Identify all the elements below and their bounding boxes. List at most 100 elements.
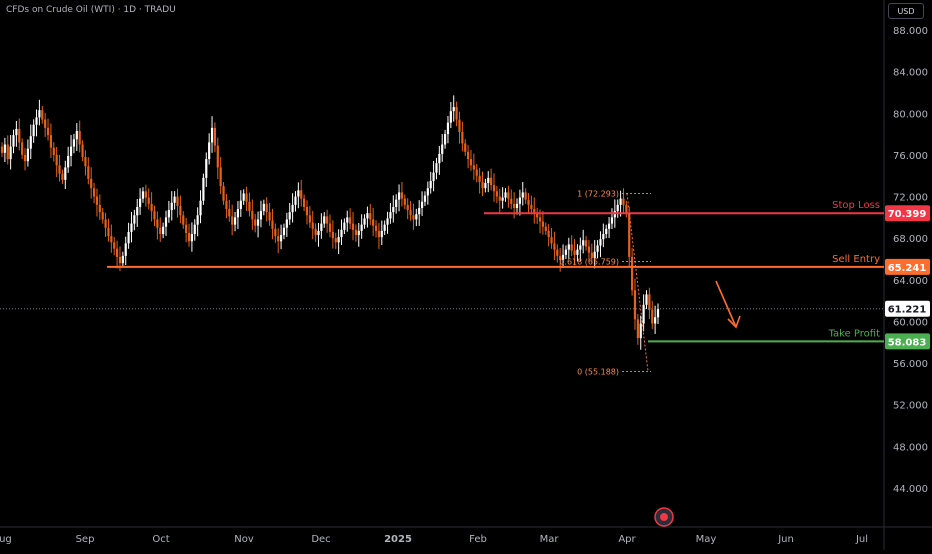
candle-body bbox=[239, 200, 242, 210]
candle-body bbox=[326, 216, 329, 224]
candle-body bbox=[409, 210, 412, 216]
price-tag-value: 70.399 bbox=[888, 209, 927, 220]
candle-body bbox=[372, 219, 375, 226]
candle-body bbox=[380, 230, 383, 238]
candle-body bbox=[67, 155, 70, 168]
candle-body bbox=[101, 212, 104, 220]
candle-body bbox=[317, 230, 320, 236]
y-tick-label: 68.000 bbox=[893, 234, 928, 245]
candle-body bbox=[305, 206, 309, 216]
candle-body bbox=[173, 196, 176, 203]
y-tick-label: 76.000 bbox=[893, 151, 928, 162]
candle-body bbox=[472, 165, 475, 170]
candle-body bbox=[622, 198, 625, 205]
candle-body bbox=[44, 119, 47, 128]
candle-body bbox=[225, 200, 228, 210]
candle-body bbox=[87, 166, 90, 179]
candle-body bbox=[429, 180, 432, 189]
candle-body bbox=[610, 217, 614, 224]
candle-body bbox=[291, 204, 294, 213]
candle-body bbox=[23, 154, 27, 162]
candle-body bbox=[392, 206, 395, 213]
candle-body bbox=[441, 144, 444, 154]
candle-body bbox=[564, 249, 568, 255]
candle-body bbox=[400, 192, 404, 199]
candle-body bbox=[193, 224, 196, 235]
candle-body bbox=[52, 147, 55, 155]
candle-body bbox=[397, 192, 401, 200]
candle-body bbox=[127, 231, 130, 244]
candle-body bbox=[262, 203, 265, 212]
x-tick-label: Dec bbox=[311, 534, 330, 545]
candle-body bbox=[242, 193, 245, 201]
candle-body bbox=[196, 215, 199, 225]
y-tick-label: 64.000 bbox=[893, 276, 928, 287]
candle-body bbox=[501, 197, 504, 201]
candle-body bbox=[478, 175, 481, 182]
candle-body bbox=[213, 127, 217, 146]
y-tick-label: 72.000 bbox=[893, 193, 928, 204]
candle-body bbox=[139, 198, 142, 207]
candle-body bbox=[648, 294, 651, 311]
candle-body bbox=[29, 136, 32, 149]
candle-body bbox=[467, 151, 470, 160]
candle-body bbox=[46, 127, 50, 136]
candle-body bbox=[236, 209, 240, 218]
candle-body bbox=[259, 211, 263, 220]
candle-body bbox=[208, 142, 211, 160]
candle-body bbox=[607, 223, 611, 229]
bearish-arrow bbox=[715, 280, 737, 328]
current-price-tag bbox=[885, 300, 930, 317]
y-tick-label: 48.000 bbox=[893, 442, 928, 453]
candle-body bbox=[118, 256, 122, 264]
candle-body bbox=[6, 144, 9, 160]
candle-body bbox=[418, 207, 421, 215]
candle-body bbox=[285, 219, 288, 228]
candle-body bbox=[61, 173, 64, 180]
candle-body bbox=[90, 178, 93, 189]
candle-body bbox=[115, 248, 119, 257]
candle-body bbox=[110, 236, 113, 243]
candle-body bbox=[432, 172, 435, 181]
candle-body bbox=[651, 310, 654, 324]
candle-body bbox=[231, 216, 234, 225]
candle-body bbox=[636, 319, 639, 339]
candle-body bbox=[490, 177, 493, 186]
candle-body bbox=[366, 213, 369, 219]
price-tag-value: 58.083 bbox=[888, 337, 927, 348]
candle-body bbox=[311, 222, 314, 229]
candle-body bbox=[515, 203, 519, 208]
candle-body bbox=[256, 219, 260, 226]
candle-body bbox=[579, 245, 582, 250]
candle-body bbox=[340, 229, 343, 238]
candle-body bbox=[567, 244, 570, 250]
candle-body bbox=[113, 242, 116, 249]
candle-body bbox=[277, 236, 280, 242]
candle-body bbox=[346, 217, 349, 223]
candle-body bbox=[550, 237, 553, 244]
candle-body bbox=[547, 230, 550, 238]
candle-body bbox=[412, 215, 415, 220]
candle-body bbox=[541, 221, 545, 227]
price-tag bbox=[885, 258, 930, 275]
symbol-title: CFDs on Crude Oil (WTI) · 1D · TRADU bbox=[6, 5, 176, 15]
candle-body bbox=[527, 199, 530, 205]
candle-body bbox=[130, 223, 133, 232]
candle-body bbox=[354, 229, 357, 236]
candle-body bbox=[141, 191, 145, 199]
candle-body bbox=[587, 246, 591, 253]
currency-selector[interactable]: USD bbox=[888, 3, 924, 19]
candle-body bbox=[187, 232, 191, 242]
candle-body bbox=[559, 255, 562, 261]
candle-body bbox=[182, 215, 185, 225]
candle-body bbox=[228, 209, 231, 217]
x-tick-label: Feb bbox=[469, 534, 487, 545]
candle-body bbox=[254, 219, 257, 226]
candle-body bbox=[12, 135, 15, 147]
candle-body bbox=[164, 217, 168, 227]
candle-body bbox=[248, 201, 251, 212]
candle-body bbox=[147, 197, 150, 204]
candle-body bbox=[251, 211, 254, 220]
